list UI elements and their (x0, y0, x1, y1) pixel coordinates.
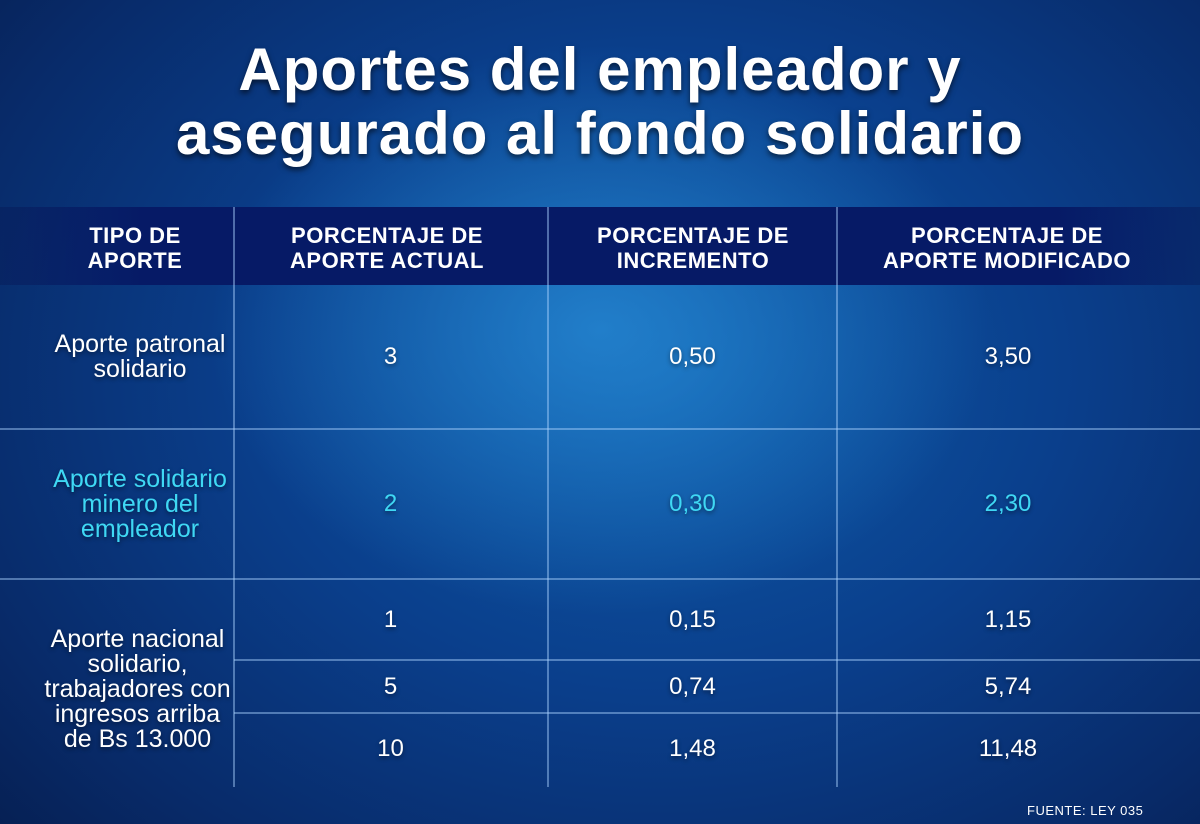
row-divider (0, 428, 1200, 430)
row-divider (0, 578, 1200, 580)
column-header-actual: PORCENTAJE DE APORTE ACTUAL (290, 223, 484, 273)
table-row-3a-actual: 1 (383, 605, 398, 633)
contributions-table: TIPO DE APORTE PORCENTAJE DE APORTE ACTU… (0, 207, 1200, 787)
table-header-band (0, 207, 1200, 285)
column-header-modificado: PORCENTAJE DE APORTE MODIFICADO (882, 223, 1132, 273)
table-row-3c-modificado: 11,48 (978, 735, 1038, 762)
table-row-3a-modificado: 1,15 (984, 605, 1032, 633)
table-row-3-tipo: Aporte nacional solidario, trabajadores … (44, 625, 231, 753)
title-line-1: Aportes del empleador y (238, 36, 962, 103)
column-header-tipo: TIPO DE APORTE (87, 223, 183, 273)
table-row-1-tipo: Aporte patronal solidario (54, 329, 226, 383)
table-row-2-incremento: 0,30 (669, 490, 716, 517)
source-note: FUENTE: LEY 035 (1027, 803, 1144, 818)
table-row-3c-actual: 10 (377, 735, 404, 762)
column-divider (547, 207, 549, 787)
table-row-3b-actual: 5 (383, 672, 398, 700)
column-divider (233, 207, 235, 787)
subrow-divider (234, 712, 1200, 714)
table-row-3b-modificado: 5,74 (984, 672, 1032, 700)
table-row-3c-incremento: 1,48 (669, 735, 716, 762)
table-row-2-actual: 2 (383, 490, 398, 517)
table-row-2-tipo: Aporte solidario minero del empleador (53, 464, 227, 543)
table-row-1-actual: 3 (383, 342, 398, 370)
page-title: Aportes del empleador y asegurado al fon… (0, 38, 1200, 166)
table-row-3b-incremento: 0,74 (669, 672, 716, 700)
column-header-incremento: PORCENTAJE DE INCREMENTO (597, 223, 789, 273)
column-divider (836, 207, 838, 787)
table-row-1-incremento: 0,50 (669, 342, 716, 370)
table-row-3a-incremento: 0,15 (669, 605, 716, 633)
table-row-2-modificado: 2,30 (984, 490, 1032, 517)
table-row-1-modificado: 3,50 (984, 342, 1032, 370)
subrow-divider (234, 659, 1200, 661)
title-line-2: asegurado al fondo solidario (175, 100, 1025, 167)
